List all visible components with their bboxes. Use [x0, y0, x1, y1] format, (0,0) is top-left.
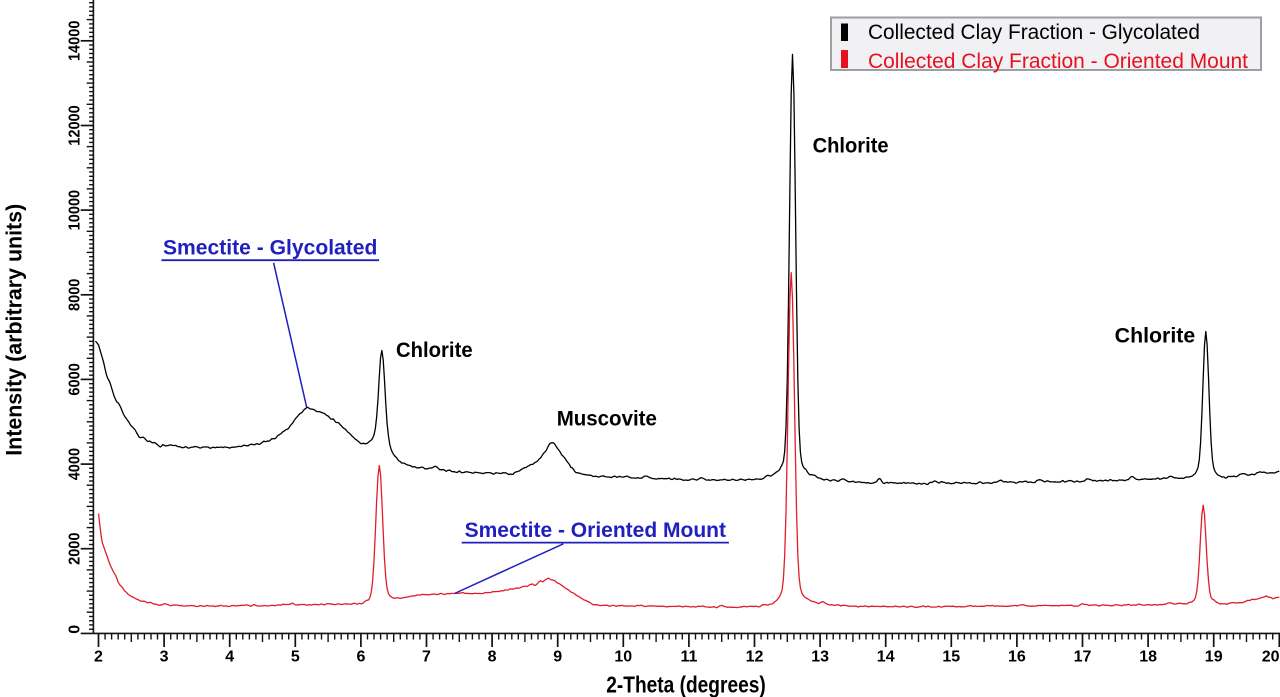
- svg-text:8: 8: [488, 649, 497, 666]
- svg-text:19: 19: [1205, 649, 1223, 666]
- svg-text:9: 9: [553, 649, 562, 666]
- svg-text:7: 7: [422, 649, 431, 666]
- svg-text:16: 16: [1008, 649, 1026, 666]
- svg-text:12: 12: [746, 649, 764, 666]
- svg-text:3: 3: [160, 649, 169, 666]
- svg-text:14: 14: [877, 649, 895, 666]
- svg-text:Smectite - Glycolated: Smectite - Glycolated: [163, 236, 377, 260]
- svg-text:10: 10: [614, 649, 632, 666]
- svg-text:6: 6: [356, 649, 365, 666]
- svg-text:Chlorite: Chlorite: [1115, 325, 1196, 348]
- svg-text:17: 17: [1074, 649, 1092, 666]
- svg-text:Muscovite: Muscovite: [557, 408, 657, 431]
- svg-text:Intensity (arbitrary units): Intensity (arbitrary units): [2, 204, 27, 456]
- svg-text:Collected Clay Fraction - Orie: Collected Clay Fraction - Oriented Mount: [868, 50, 1248, 73]
- svg-text:10000: 10000: [67, 190, 84, 231]
- svg-text:4: 4: [225, 649, 234, 666]
- svg-text:14000: 14000: [67, 20, 84, 61]
- svg-text:8000: 8000: [67, 279, 84, 311]
- svg-text:Chlorite: Chlorite: [813, 134, 889, 157]
- svg-text:11: 11: [680, 649, 697, 666]
- svg-text:4000: 4000: [67, 448, 84, 480]
- svg-text:18: 18: [1139, 649, 1157, 666]
- svg-text:13: 13: [811, 649, 829, 666]
- svg-text:12000: 12000: [67, 105, 84, 146]
- svg-text:15: 15: [942, 649, 960, 666]
- svg-text:20: 20: [1262, 649, 1280, 666]
- svg-text:5: 5: [291, 649, 300, 666]
- svg-text:0: 0: [67, 625, 84, 634]
- svg-text:Smectite - Oriented Mount: Smectite - Oriented Mount: [465, 518, 726, 542]
- svg-text:2-Theta (degrees): 2-Theta (degrees): [606, 671, 766, 697]
- svg-text:2: 2: [94, 649, 103, 666]
- svg-text:6000: 6000: [67, 363, 84, 395]
- svg-text:Collected Clay Fraction - Glyc: Collected Clay Fraction - Glycolated: [868, 21, 1200, 44]
- svg-text:2000: 2000: [67, 532, 84, 564]
- svg-text:Chlorite: Chlorite: [396, 339, 473, 362]
